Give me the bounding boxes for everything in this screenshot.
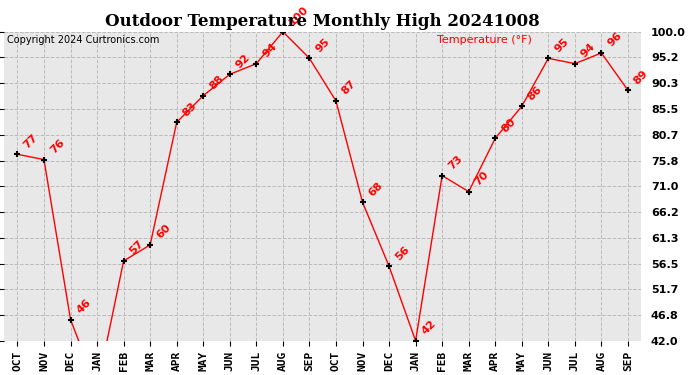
Text: 95: 95 — [313, 36, 332, 54]
Text: 57: 57 — [128, 239, 146, 257]
Text: 88: 88 — [208, 74, 226, 92]
Text: 33: 33 — [0, 374, 1, 375]
Text: 87: 87 — [340, 79, 358, 97]
Text: 68: 68 — [366, 180, 385, 198]
Text: 60: 60 — [155, 223, 172, 241]
Text: 94: 94 — [261, 41, 279, 60]
Text: 80: 80 — [500, 116, 518, 134]
Text: 86: 86 — [526, 84, 544, 102]
Text: 76: 76 — [48, 137, 66, 156]
Text: 46: 46 — [75, 297, 93, 315]
Text: 100: 100 — [287, 4, 310, 27]
Text: 56: 56 — [393, 244, 411, 262]
Text: 95: 95 — [553, 36, 571, 54]
Text: 42: 42 — [420, 319, 438, 337]
Text: 77: 77 — [21, 132, 39, 150]
Text: 83: 83 — [181, 100, 199, 118]
Text: Temperature (°F): Temperature (°F) — [437, 35, 532, 45]
Title: Outdoor Temperature Monthly High 20241008: Outdoor Temperature Monthly High 2024100… — [106, 13, 540, 30]
Text: 94: 94 — [579, 41, 598, 60]
Text: 92: 92 — [234, 52, 252, 70]
Text: Copyright 2024 Curtronics.com: Copyright 2024 Curtronics.com — [8, 35, 159, 45]
Text: 70: 70 — [473, 170, 491, 188]
Text: 89: 89 — [632, 68, 650, 86]
Text: 96: 96 — [606, 31, 624, 49]
Text: 73: 73 — [446, 153, 464, 171]
